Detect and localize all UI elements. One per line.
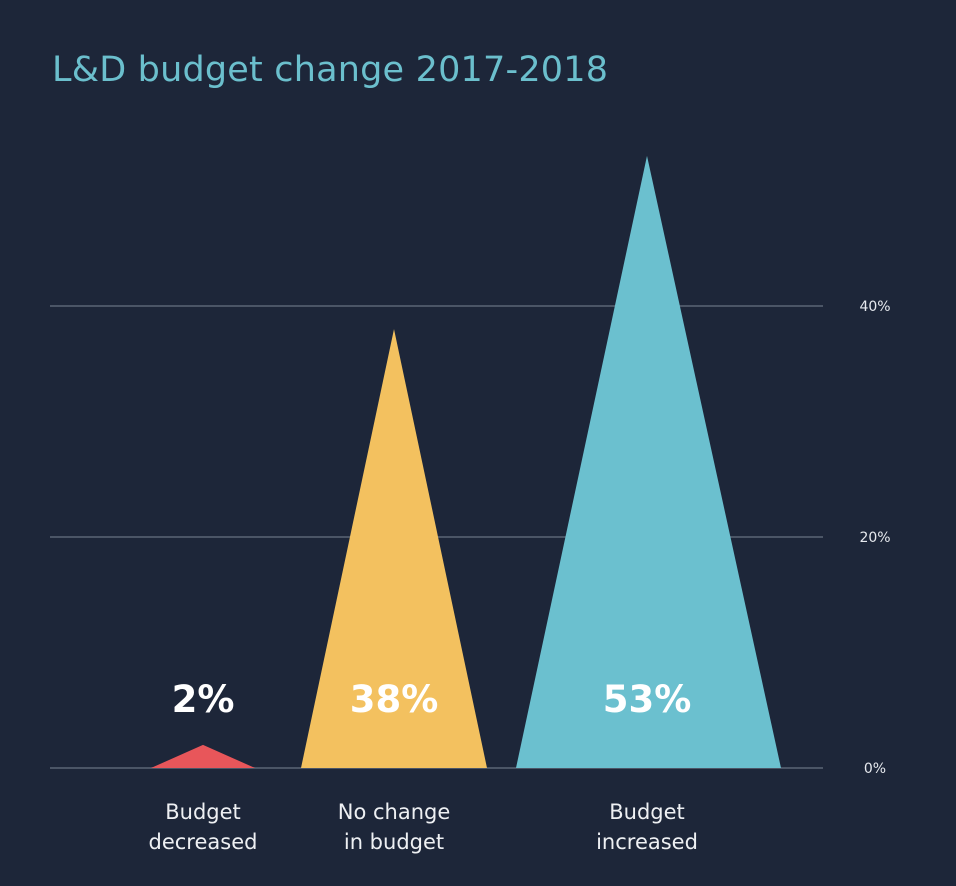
category-label: Budget [165,800,241,824]
y-tick-label: 0% [864,761,886,777]
category-label: in budget [344,830,444,854]
triangle-mark [516,155,781,769]
triangles [151,155,781,769]
category-label: Budget [609,800,685,824]
value-label: 2% [172,678,235,721]
value-labels: 2% 38% 53% [172,678,692,721]
category-labels: Budget decreased No change in budget Budget i… [149,800,698,854]
triangle-mark [301,329,487,768]
y-axis-ticks: 0% 20% 40% [859,299,890,777]
value-label: 38% [350,678,439,721]
category-label: decreased [149,830,258,854]
category-label: No change [338,800,451,824]
category-label: increased [596,830,698,854]
value-label: 53% [603,678,692,721]
y-tick-label: 20% [859,530,890,546]
chart-title: L&D budget change 2017-2018 [52,50,609,90]
triangle-mark [151,744,255,768]
y-tick-label: 40% [859,299,890,315]
